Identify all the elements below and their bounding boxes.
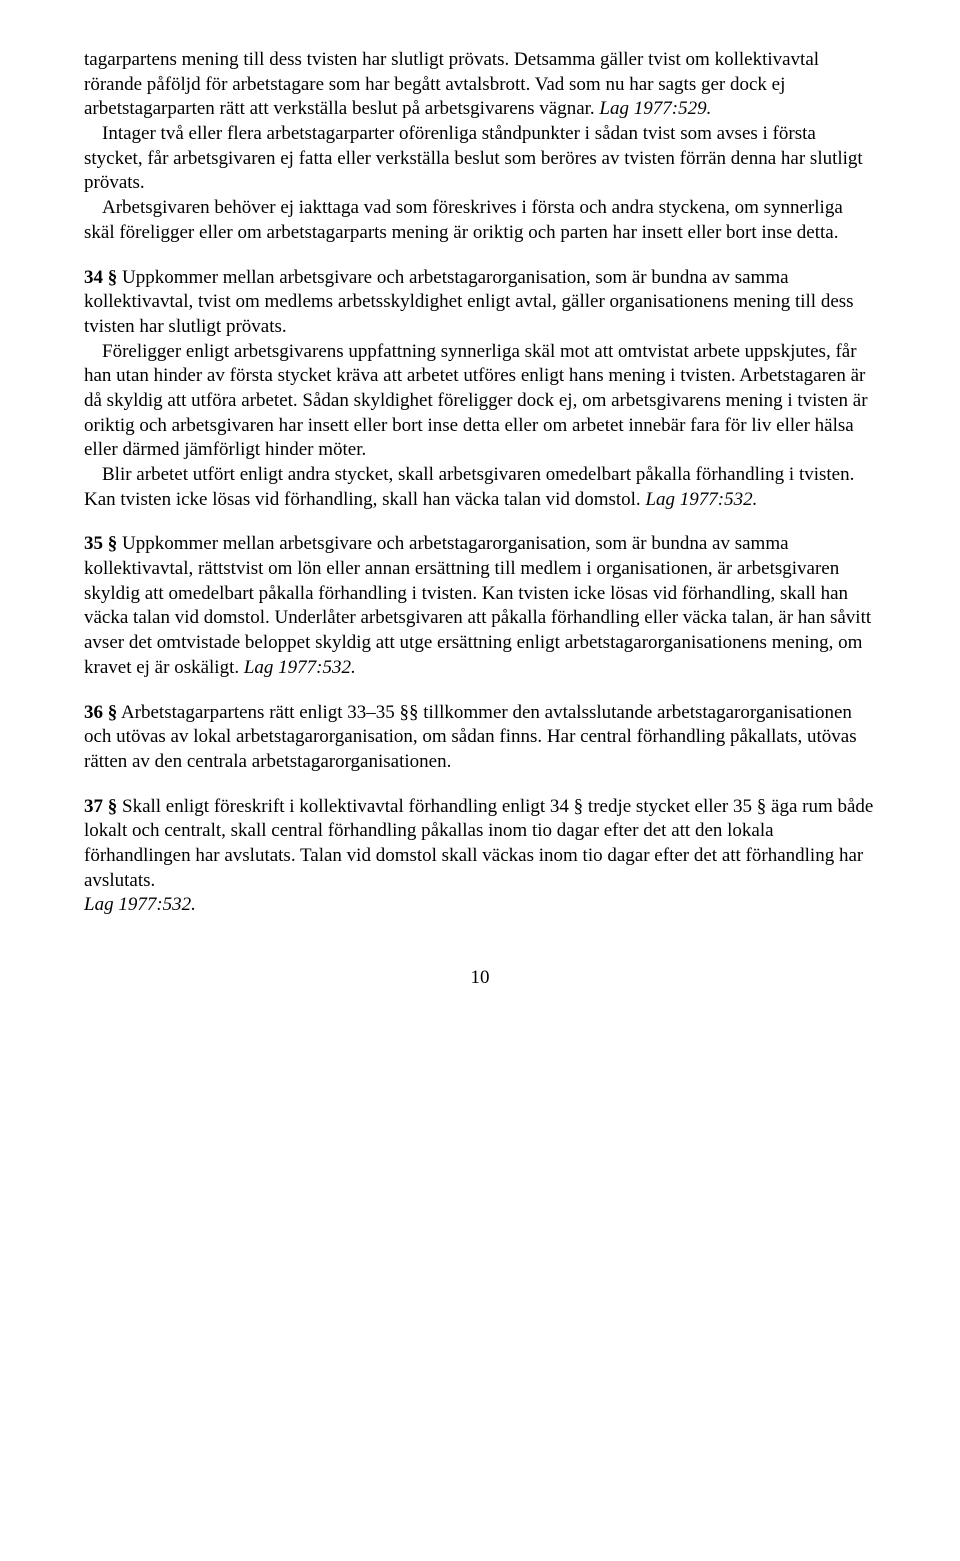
body-text: Arbetsgivaren behöver ej iakttaga vad so… [84, 196, 876, 245]
body-text: 34 § Uppkommer mellan arbetsgivare och a… [84, 266, 876, 340]
text-run: Uppkommer mellan arbetsgivare och arbets… [84, 267, 854, 337]
law-reference: Lag 1977:532. [645, 489, 757, 510]
body-text: tagarpartens mening till dess tvisten ha… [84, 48, 876, 122]
section-number: 36 § [84, 702, 117, 723]
body-text: 35 § Uppkommer mellan arbetsgivare och a… [84, 532, 876, 680]
body-text: Lag 1977:532. [84, 893, 876, 918]
section-36: 36 § Arbetstagarpartens rätt enligt 33–3… [84, 701, 876, 775]
section-number: 34 § [84, 267, 117, 288]
section-34: 34 § Uppkommer mellan arbetsgivare och a… [84, 266, 876, 513]
text-run: Uppkommer mellan arbetsgivare och arbets… [84, 533, 871, 677]
section-number: 37 § [84, 796, 117, 817]
law-reference: Lag 1977:529. [599, 98, 711, 119]
body-text: 37 § Skall enligt föreskrift i kollektiv… [84, 795, 876, 894]
section-37: 37 § Skall enligt föreskrift i kollektiv… [84, 795, 876, 918]
body-text: Föreligger enligt arbetsgivarens uppfatt… [84, 340, 876, 463]
text-run: Arbetstagarpartens rätt enligt 33–35 §§ … [84, 702, 857, 772]
body-text: Intager två eller flera arbetstagarparte… [84, 122, 876, 196]
paragraph-block-1: tagarpartens mening till dess tvisten ha… [84, 48, 876, 246]
body-text: Blir arbetet utfört enligt andra stycket… [84, 463, 876, 512]
section-number: 35 § [84, 533, 117, 554]
body-text: 36 § Arbetstagarpartens rätt enligt 33–3… [84, 701, 876, 775]
section-35: 35 § Uppkommer mellan arbetsgivare och a… [84, 532, 876, 680]
law-reference: Lag 1977:532. [84, 894, 196, 915]
text-run: Skall enligt föreskrift i kollektivavtal… [84, 796, 873, 891]
law-reference: Lag 1977:532. [244, 657, 356, 678]
page-number: 10 [84, 966, 876, 991]
